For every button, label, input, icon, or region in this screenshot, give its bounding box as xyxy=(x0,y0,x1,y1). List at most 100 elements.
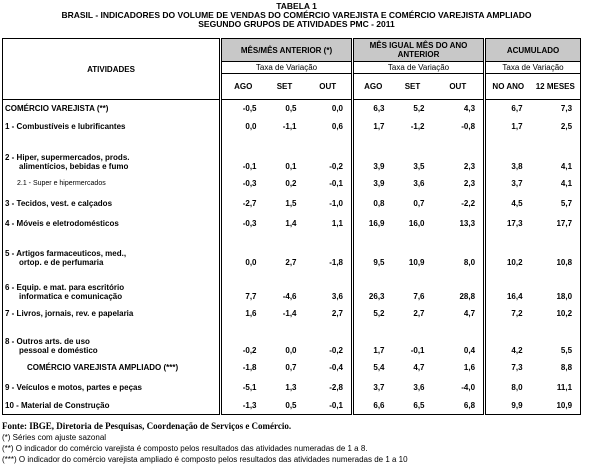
column-header: NO ANO xyxy=(483,73,531,100)
cell-value: 0,8 xyxy=(351,193,393,214)
group-header: ACUMULADO xyxy=(483,38,581,62)
cell-value: 2,3 xyxy=(463,161,476,171)
cell-value: 5,2 xyxy=(413,104,425,114)
group-sublabel: Taxa de Variação xyxy=(219,61,353,74)
cell-value: 16,0 xyxy=(408,219,425,228)
cell-value: 5,5 xyxy=(560,345,573,355)
cell-value: 4,2 xyxy=(483,323,531,358)
group-header: MÊS IGUAL MÊS DO ANO ANTERIOR xyxy=(350,38,485,62)
cell-value: -2,2 xyxy=(461,199,476,208)
column-header: SET xyxy=(392,73,433,100)
label-line: COMÉRCIO VAREJISTA AMPLIADO (***) xyxy=(27,363,179,372)
column-header: AGO xyxy=(219,73,265,100)
cell-value: 8,0 xyxy=(483,377,531,397)
cell-value: 17,7 xyxy=(556,219,573,228)
cell-value: -0,4 xyxy=(329,363,343,372)
label-line: alimentícios, bebidas e fumo xyxy=(19,161,129,171)
table-row: 4 - Móveis e eletrodomésticos -0,3 1,4 1,1 1… xyxy=(3,213,581,234)
label-line: 9 - Veículos e motos, partes e peças xyxy=(5,382,142,392)
cell-value: 17,3 xyxy=(483,213,531,234)
cell-value: 10,2 xyxy=(483,233,531,270)
cell-value: 6,3 xyxy=(351,99,393,118)
label-line: ortop. e de perfumaria xyxy=(19,257,104,267)
cell-value: -1,3 xyxy=(219,396,265,415)
cell-value: 2,5 xyxy=(560,122,573,131)
cell-value: 0,2 xyxy=(285,179,297,188)
cell-value: 0,0 xyxy=(219,117,265,136)
cell-value: 1,7 xyxy=(351,323,393,358)
row-label: 4 - Móveis e eletrodomésticos xyxy=(3,214,221,234)
row-label: 10 - Material de Construção xyxy=(3,397,221,415)
label-line: pessoal e doméstico xyxy=(19,345,98,355)
cell-value: 1,6 xyxy=(219,303,265,324)
cell-value: -1,4 xyxy=(282,309,297,318)
data-table: ATIVIDADES MÊS/MÊS ANTERIOR (*) MÊS IGUAL … xyxy=(2,38,582,415)
cell-value: 16,9 xyxy=(351,213,393,234)
cell-value: 4,3 xyxy=(463,104,476,114)
row-label: 3 - Tecidos, vest. e calçados xyxy=(3,194,221,214)
cell-value: 1,1 xyxy=(331,219,343,228)
cell-value: 3,6 xyxy=(413,179,425,188)
footnote: (***) O indicador do comércio varejista … xyxy=(2,455,408,464)
cell-value: -0,8 xyxy=(461,122,476,131)
row-label: 8 - Outros arts. de uso pessoal e domésti… xyxy=(3,324,221,358)
cell-value: 0,7 xyxy=(413,199,425,208)
cell-value: -1,0 xyxy=(329,199,343,208)
cell-value: 2,7 xyxy=(331,309,343,318)
cell-value: 6,6 xyxy=(351,396,393,415)
cell-value: 8,8 xyxy=(560,363,573,372)
row-label: 2.1 - Super e hipermercados xyxy=(3,174,221,194)
cell-value: 2,7 xyxy=(285,257,297,267)
group-header: MÊS/MÊS ANTERIOR (*) xyxy=(219,38,353,62)
cell-value: 0,5 xyxy=(285,104,297,114)
title-line: SEGUNDO GRUPOS DE ATIVIDADES PMC - 2011 xyxy=(198,19,395,29)
label-line: 3 - Tecidos, vest. e calçados xyxy=(5,199,113,208)
cell-value: -4,6 xyxy=(282,291,297,301)
cell-value: 0,0 xyxy=(219,233,265,270)
row-label: 7 - Livros, jornais, rev. e papelaria xyxy=(3,304,221,324)
label-line: 5 - Artigos farmaceuticos, med., xyxy=(5,248,127,258)
column-header: SET xyxy=(264,73,305,100)
cell-value: -1,1 xyxy=(282,122,297,131)
label-line: 2.1 - Super e hipermercados xyxy=(17,180,106,187)
cell-value: 0,6 xyxy=(331,122,343,131)
cell-value: -0,2 xyxy=(219,323,265,358)
table-head: ATIVIDADES MÊS/MÊS ANTERIOR (*) MÊS IGUAL … xyxy=(2,38,581,100)
cell-value: -0,5 xyxy=(219,99,265,118)
cell-value: 0,1 xyxy=(285,161,297,171)
label-line: 1 - Combustíveis e lubrificantes xyxy=(5,122,126,131)
cell-value: -0,2 xyxy=(329,161,343,171)
table-row: 7 - Livros, jornais, rev. e papelaria 1,6… xyxy=(3,303,581,324)
label-line: informatica e comunicação xyxy=(19,291,123,301)
label-line: 7 - Livros, jornais, rev. e papelaria xyxy=(5,309,134,318)
cell-value: -0,1 xyxy=(329,400,343,410)
table-row: 5 - Artigos farmaceuticos, med., ortop. e… xyxy=(3,233,581,270)
cell-value: -0,3 xyxy=(219,213,265,234)
cell-value: 1,5 xyxy=(285,199,297,208)
label-line: 8 - Outros arts. de uso xyxy=(5,336,90,346)
table-row: 8 - Outros arts. de uso pessoal e domésti… xyxy=(3,323,581,358)
cell-value: 7,3 xyxy=(483,357,531,378)
source: Fonte: IBGE, Diretoria de Pesquisas, Coo… xyxy=(2,421,292,431)
cell-value: 10,2 xyxy=(556,309,573,318)
cell-value: 9,5 xyxy=(351,233,393,270)
row-label: 9 - Veículos e motos, partes e peças xyxy=(3,378,221,397)
header-row: ATIVIDADES MÊS/MÊS ANTERIOR (*) MÊS IGUAL … xyxy=(2,38,581,100)
column-header: OUT xyxy=(432,73,485,100)
footnote: (**) O indicador do comércio varejista é… xyxy=(2,444,368,453)
cell-value: 0,0 xyxy=(331,104,343,114)
cell-value: 3,9 xyxy=(351,135,393,174)
table-row: 10 - Material de Construção -1,3 0,5 -0,1 6,… xyxy=(3,396,581,415)
cell-value: -4,0 xyxy=(461,382,476,392)
cell-value: 3,6 xyxy=(413,382,425,392)
cell-value: -1,8 xyxy=(329,257,343,267)
cell-value: 7,2 xyxy=(483,303,531,324)
cell-value: -1,2 xyxy=(410,122,425,131)
cell-value: 1,4 xyxy=(285,219,297,228)
cell-value: 0,4 xyxy=(463,345,476,355)
cell-value: 1,7 xyxy=(483,117,531,136)
column-header: OUT xyxy=(304,73,353,100)
cell-value: 4,7 xyxy=(463,309,476,318)
label-line: 2 - Hiper, supermercados, prods. xyxy=(5,152,130,162)
cell-value: 0,5 xyxy=(285,400,297,410)
